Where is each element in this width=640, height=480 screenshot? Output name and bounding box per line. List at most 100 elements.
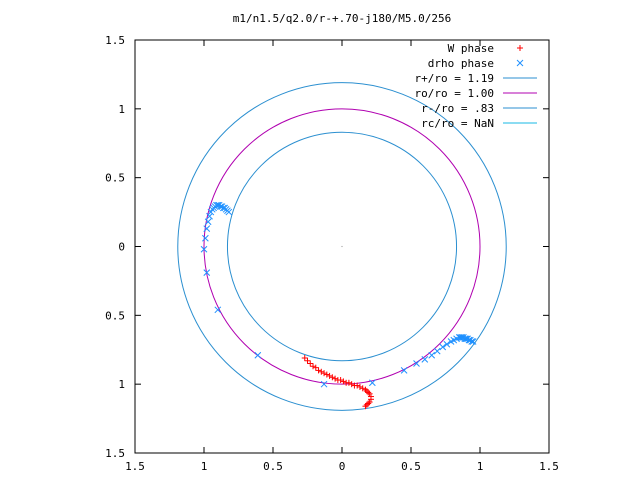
- point-s0-11: [332, 375, 339, 382]
- point-s1-41-b: [465, 336, 473, 344]
- point-s1-20: [214, 306, 222, 314]
- point-s0-25: [366, 390, 373, 397]
- point-s1-9-b: [213, 201, 220, 209]
- point-s0-2: [307, 360, 314, 367]
- point-s1-1-b: [202, 234, 209, 242]
- y-tick-label-4: 0.5: [105, 309, 125, 322]
- point-s0-19: [354, 382, 361, 389]
- reference-circles: [177, 82, 507, 411]
- point-s0-10: [329, 374, 336, 381]
- point-s0-31: [362, 403, 369, 410]
- point-s1-27-b: [428, 351, 436, 359]
- point-s0-0: [301, 355, 308, 362]
- point-s1-26-b: [421, 356, 429, 363]
- point-s1-19: [203, 269, 211, 277]
- point-s1-19-b: [203, 269, 211, 277]
- circle-series-2: [226, 131, 458, 362]
- y-tick-label-1: 1: [118, 103, 125, 116]
- x-tick-label-1: 1: [201, 460, 208, 473]
- point-s0-1: [304, 357, 311, 364]
- point-s1-44-b: [469, 338, 477, 345]
- legend-label-4: r-/ro = .83: [421, 102, 494, 115]
- x-tick-label-2: 0.5: [263, 460, 283, 473]
- point-s1-25-b: [413, 360, 420, 367]
- x-tick-label-3: 0: [339, 460, 346, 473]
- point-s1-0: [200, 245, 208, 253]
- legend-label-3: ro/ro = 1.00: [415, 87, 494, 100]
- point-s1-0-b: [200, 245, 208, 253]
- legend: W phase drho phase r+/ro = 1.19 ro/ro = 1.0…: [415, 42, 537, 130]
- point-s1-18-b: [225, 208, 233, 216]
- point-s1-2-b: [203, 225, 211, 232]
- point-s1-38-b: [461, 335, 469, 343]
- point-s1-21: [254, 351, 262, 359]
- point-s1-18: [225, 208, 233, 216]
- point-s1-44: [469, 338, 477, 345]
- legend-marker-0: [517, 45, 523, 51]
- legend-label-2: r+/ro = 1.19: [415, 72, 494, 85]
- point-s0-7: [321, 370, 328, 377]
- y-tick-label-0: 1.5: [105, 34, 125, 47]
- point-s0-23: [363, 388, 370, 395]
- point-s1-43-b: [468, 338, 476, 345]
- point-s1-30-b: [443, 340, 451, 348]
- point-s1-22: [320, 380, 328, 388]
- point-s1-24-b: [400, 367, 408, 374]
- point-s0-28: [366, 399, 373, 406]
- point-s1-28-b: [433, 347, 441, 355]
- point-s1-14-b: [219, 204, 227, 212]
- y-tick-label-6: 1.5: [105, 447, 125, 460]
- point-s1-35-b: [457, 334, 465, 341]
- point-s1-28: [433, 347, 441, 355]
- point-s1-27: [428, 351, 436, 359]
- legend-label-5: rc/ro = NaN: [421, 117, 494, 130]
- point-s0-5: [315, 367, 322, 374]
- point-s1-12-b: [217, 203, 224, 210]
- series-points: [200, 201, 477, 410]
- legend-marker-1-b: [516, 59, 524, 67]
- x-tick-label-5: 1: [477, 460, 484, 473]
- point-s0-24: [365, 389, 372, 396]
- point-s0-20: [356, 383, 363, 390]
- point-s1-9: [213, 201, 220, 209]
- point-s0-9: [326, 372, 333, 379]
- point-s0-14: [340, 378, 347, 385]
- point-s0-16: [345, 379, 352, 386]
- point-s1-20-b: [214, 306, 222, 314]
- chart-title: m1/n1.5/q2.0/r-+.70-j180/M5.0/256: [233, 12, 452, 25]
- x-tick-label-0: 1.5: [125, 460, 145, 473]
- point-s1-23: [369, 379, 376, 387]
- point-s1-4: [206, 212, 213, 220]
- point-s0-27: [367, 396, 374, 403]
- legend-label-1: drho phase: [428, 57, 494, 70]
- circle-series-0: [177, 82, 507, 411]
- y-tick-label-5: 1: [118, 378, 125, 391]
- point-s1-4-b: [206, 212, 213, 220]
- point-s1-21-b: [254, 351, 262, 359]
- point-s1-2: [203, 225, 211, 232]
- legend-marker-1: [516, 59, 524, 67]
- point-s1-29: [439, 343, 447, 351]
- origin-dot: [341, 245, 343, 248]
- point-s1-26: [421, 356, 429, 363]
- point-s1-39-b: [462, 335, 470, 343]
- point-s1-25: [413, 360, 420, 367]
- point-s0-22: [362, 386, 369, 393]
- y-tick-label-2: 0.5: [105, 172, 125, 185]
- point-s1-36-b: [458, 334, 466, 341]
- point-s1-23-b: [369, 379, 376, 387]
- x-tick-label-6: 1.5: [539, 460, 559, 473]
- axes: 1.5 1 0.5 0 0.5 1 1.51.510.500.511.5: [105, 34, 559, 473]
- point-s1-22-b: [320, 380, 328, 388]
- circle-series-1: [203, 108, 481, 385]
- point-s1-3-b: [204, 218, 212, 226]
- point-s1-24: [400, 367, 408, 374]
- y-tick-label-3: 0: [118, 241, 125, 254]
- point-s0-8: [323, 371, 330, 378]
- point-s1-35: [457, 334, 465, 341]
- point-s1-29-b: [439, 343, 447, 351]
- point-s0-17: [348, 381, 355, 388]
- x-tick-label-4: 0.5: [401, 460, 421, 473]
- point-s0-6: [318, 368, 325, 375]
